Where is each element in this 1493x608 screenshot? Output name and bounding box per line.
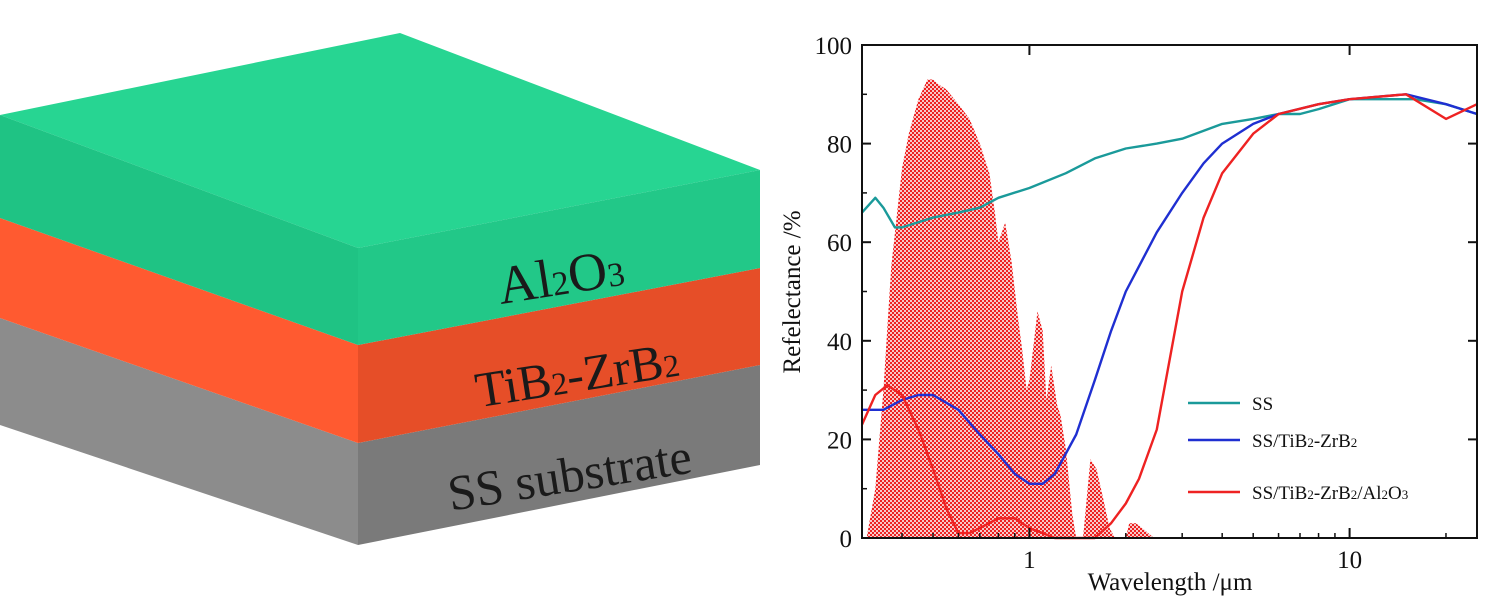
layer-label-coating: TiB2-ZrB2 [471,331,682,418]
y-tick-label: 80 [827,132,852,159]
legend-label-0: SS [1252,394,1273,415]
solar-spectrum-area [866,79,1157,538]
axis-ticks-layer: 0 20 40 60 80 100 1 10 [815,33,1477,574]
x-axis-title: Wavelength /μm [1088,569,1253,596]
coating-side-face [358,268,760,443]
legend: SS SS/TiB2-ZrB2 SS/TiB2-ZrB2/Al2O3 [1188,394,1408,504]
y-tick-label: 40 [827,329,852,356]
y-tick-label: 0 [840,526,853,553]
y-axis-title: Refelectance /% [779,210,806,373]
alumina-top-face [0,33,760,248]
solar-spectrum-layer [866,79,1157,538]
y-tick-label: 100 [815,33,853,60]
alumina-side-face [358,170,760,345]
y-tick-label: 60 [827,230,852,257]
y-tick-label: 20 [827,427,852,454]
coating-front-face [0,218,358,443]
x-tick-label: 1 [1023,547,1036,574]
legend-label-1: SS/TiB2-ZrB2 [1252,431,1357,452]
substrate-front-face [0,318,358,545]
alumina-front-face [0,115,358,345]
layer-schematic: Al2O3 TiB2-ZrB2 SS substrate [0,33,760,545]
legend-label-2: SS/TiB2-ZrB2/Al2O3 [1252,483,1408,504]
reflectance-chart: 0 20 40 60 80 100 1 10 SS SS/TiB2-ZrB2 SS/TiB2-Zr… [779,33,1478,596]
x-tick-label: 10 [1337,547,1362,574]
layer-label-alumina: Al2O3 [493,237,628,316]
substrate-side-face [358,365,760,545]
